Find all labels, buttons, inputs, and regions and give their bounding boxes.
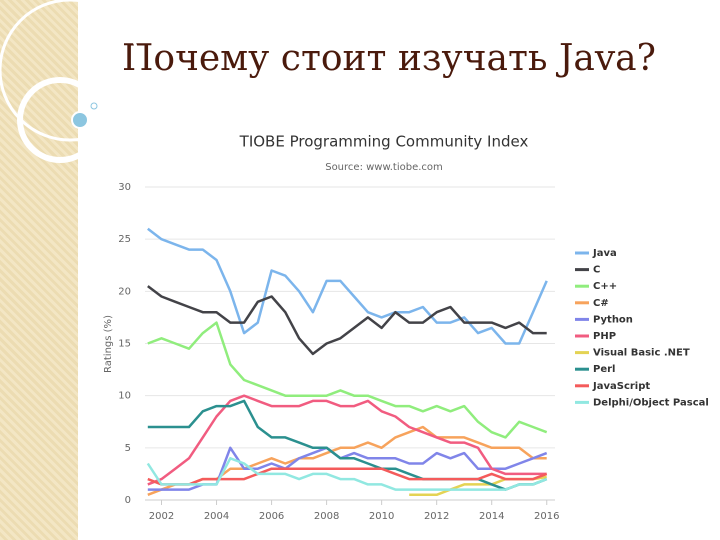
series-line [147, 394, 547, 486]
x-tick-label: 2012 [424, 511, 449, 522]
decoration [17, 77, 103, 163]
y-axis-label: Ratings (%) [103, 315, 114, 373]
y-tick-label: 20 [118, 286, 131, 297]
series-line [147, 227, 548, 345]
y-tick-label: 5 [125, 443, 131, 454]
legend-label: PHP [593, 331, 616, 342]
x-tick-label: 2004 [204, 511, 229, 522]
y-tick-label: 10 [118, 391, 131, 402]
x-tick-label: 2006 [259, 511, 284, 522]
y-tick-label: 25 [118, 234, 131, 245]
series-line [147, 467, 548, 486]
legend-label: Visual Basic .NET [593, 348, 690, 359]
decorative-stripe [0, 0, 78, 540]
series-line [147, 285, 547, 356]
decoration [0, 0, 142, 142]
x-tick-label: 2016 [534, 511, 559, 522]
legend-label: C [593, 265, 600, 276]
slide-title: Почему стоит изучать Java? [122, 38, 656, 79]
legend-label: C++ [593, 281, 617, 292]
x-tick-label: 2010 [369, 511, 394, 522]
legend-label: Perl [593, 364, 615, 375]
legend-label: Python [593, 314, 633, 325]
series-line [147, 321, 548, 439]
decoration [71, 111, 89, 129]
x-tick-label: 2008 [314, 511, 339, 522]
series-line [147, 399, 548, 491]
legend-label: Delphi/Object Pascal [593, 397, 709, 408]
chart-subtitle: Source: www.tiobe.com [325, 162, 443, 173]
x-tick-label: 2014 [479, 511, 504, 522]
x-tick-label: 2002 [149, 511, 174, 522]
y-tick-label: 15 [118, 339, 131, 350]
decoration [90, 102, 98, 110]
chart-title: TIOBE Programming Community Index [239, 133, 529, 151]
legend-label: C# [593, 298, 609, 309]
legend-label: Java [592, 248, 617, 259]
series-line [146, 457, 548, 491]
y-tick-label: 30 [118, 182, 131, 193]
y-tick-label: 0 [125, 495, 131, 506]
legend-label: JavaScript [592, 381, 650, 392]
